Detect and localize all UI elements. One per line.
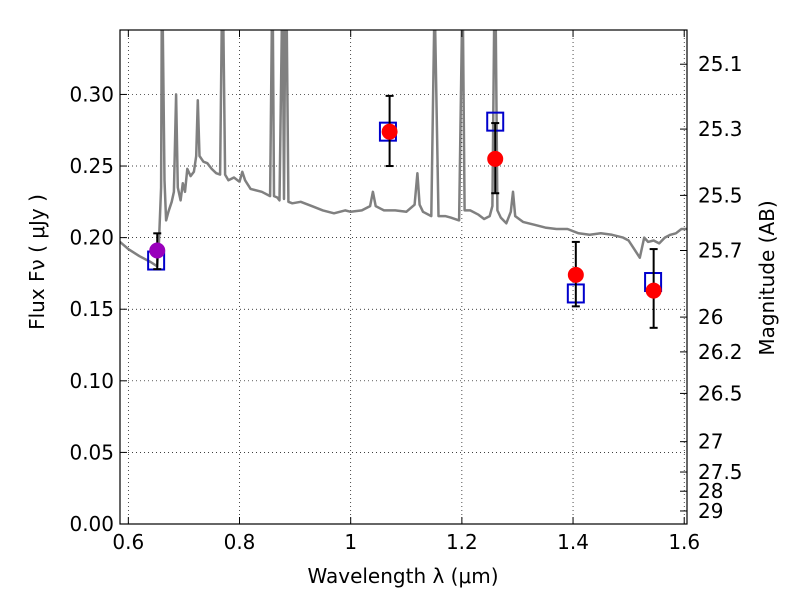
observed-flux-point (645, 282, 662, 299)
observed-flux-point (487, 150, 504, 167)
right-axis-label: Magnitude (AB) (755, 200, 779, 355)
x-tick-label: 1 (344, 530, 357, 554)
y-tick-label: 0.30 (69, 82, 114, 106)
right-tick-label: 25.3 (698, 117, 743, 141)
spectrum-layer (120, 30, 687, 268)
x-axis-ticks: 0.6 0.8 1 1.2 1.4 1.6 (112, 30, 700, 554)
x-axis-label: Wavelength λ (μm) (307, 564, 498, 588)
y-tick-label: 0.25 (69, 154, 114, 178)
x-tick-label: 1.2 (446, 530, 478, 554)
x-tick-label: 1.6 (668, 530, 700, 554)
y-tick-label: 0.15 (69, 297, 114, 321)
x-tick-label: 0.8 (224, 530, 256, 554)
x-tick-label: 1.4 (557, 530, 589, 554)
model-spectrum-line (120, 30, 687, 268)
y-tick-label: 0.05 (69, 440, 114, 464)
right-tick-label: 27 (698, 430, 723, 454)
x-tick-label: 0.6 (112, 530, 144, 554)
y-axis-ticks: 0.00 0.05 0.10 0.15 0.20 0.25 0.30 (69, 82, 127, 536)
y-tick-label: 0.00 (69, 512, 114, 536)
right-tick-label: 26.2 (698, 340, 743, 364)
right-tick-label: 26.5 (698, 381, 743, 405)
right-tick-label: 26 (698, 305, 723, 329)
observed-flux-point (567, 266, 584, 283)
right-tick-label: 25.5 (698, 183, 743, 207)
y-tick-label: 0.20 (69, 226, 114, 250)
plot-frame (119, 29, 688, 525)
right-tick-label: 25.1 (698, 52, 743, 76)
right-tick-label: 28 (698, 479, 723, 503)
right-tick-label: 29 (698, 499, 723, 523)
plot-area (120, 30, 687, 524)
observed-flux-point (149, 242, 166, 259)
observed-flux-point (381, 123, 398, 140)
right-tick-label: 25.7 (698, 239, 743, 263)
photometry-markers (147, 94, 663, 329)
y-axis-label: Flux Fν ( μJy ) (25, 194, 49, 330)
y-tick-label: 0.10 (69, 369, 114, 393)
right-tick-label: 27.5 (698, 460, 743, 484)
